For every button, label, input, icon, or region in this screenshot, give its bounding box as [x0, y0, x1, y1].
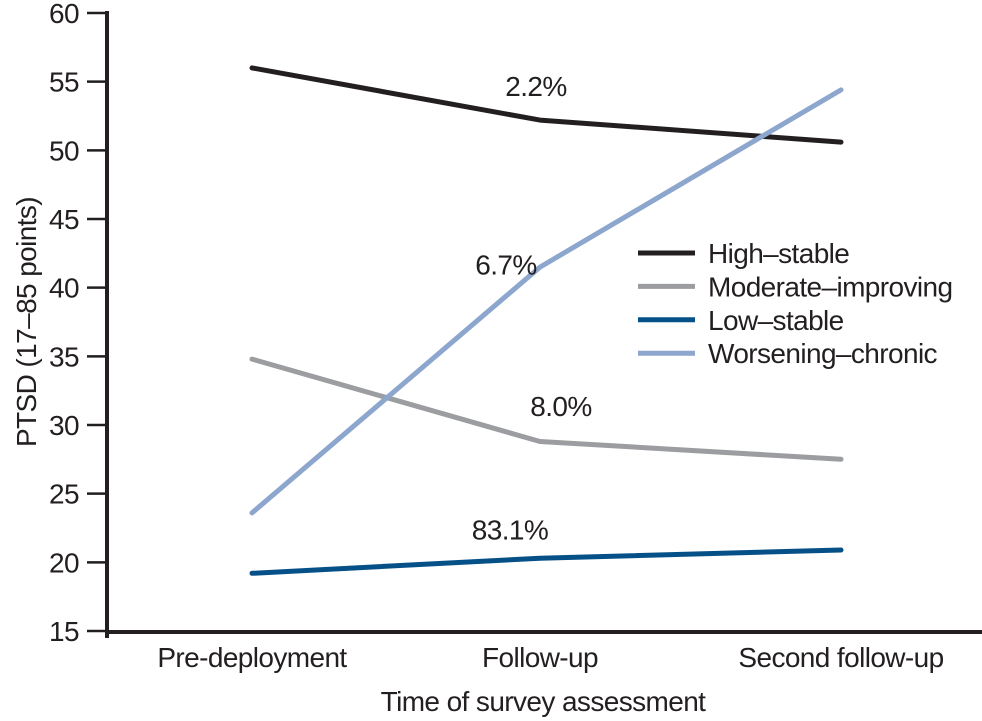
x-category-label-second-follow-up: Second follow-up	[738, 642, 943, 673]
y-tick-label: 30	[49, 410, 79, 441]
y-tick-label: 60	[49, 0, 79, 29]
series-line-moderate-improving	[249, 356, 844, 462]
legend-label-worsening-chronic: Worsening–chronic	[708, 338, 938, 369]
series-line-high-stable	[249, 65, 844, 145]
x-category-label-follow-up: Follow-up	[482, 642, 598, 673]
series-line-worsening-chronic	[249, 87, 844, 516]
y-tick-label: 40	[49, 273, 79, 304]
percent-annotation: 8.0%	[530, 391, 591, 422]
percent-annotation: 83.1%	[472, 514, 548, 545]
percent-annotation: 2.2%	[505, 71, 566, 102]
y-tick-label: 15	[49, 616, 79, 647]
x-category-label-pre-deployment: Pre-deployment	[157, 642, 347, 673]
y-tick-label: 50	[49, 135, 79, 166]
x-axis-title: Time of survey assessment	[381, 686, 707, 717]
y-tick-label: 45	[49, 204, 79, 235]
series-line-low-stable	[249, 547, 844, 576]
y-axis-title: PTSD (17–85 points)	[11, 197, 42, 447]
legend-label-low-stable: Low–stable	[708, 305, 844, 336]
y-tick-label: 25	[49, 479, 79, 510]
legend-label-moderate-improving: Moderate–improving	[708, 271, 952, 302]
percent-annotation: 6.7%	[475, 249, 536, 280]
legend-label-high-stable: High–stable	[708, 238, 849, 269]
y-tick-label: 55	[49, 67, 79, 98]
y-tick-label: 20	[49, 547, 79, 578]
y-tick-label: 35	[49, 341, 79, 372]
